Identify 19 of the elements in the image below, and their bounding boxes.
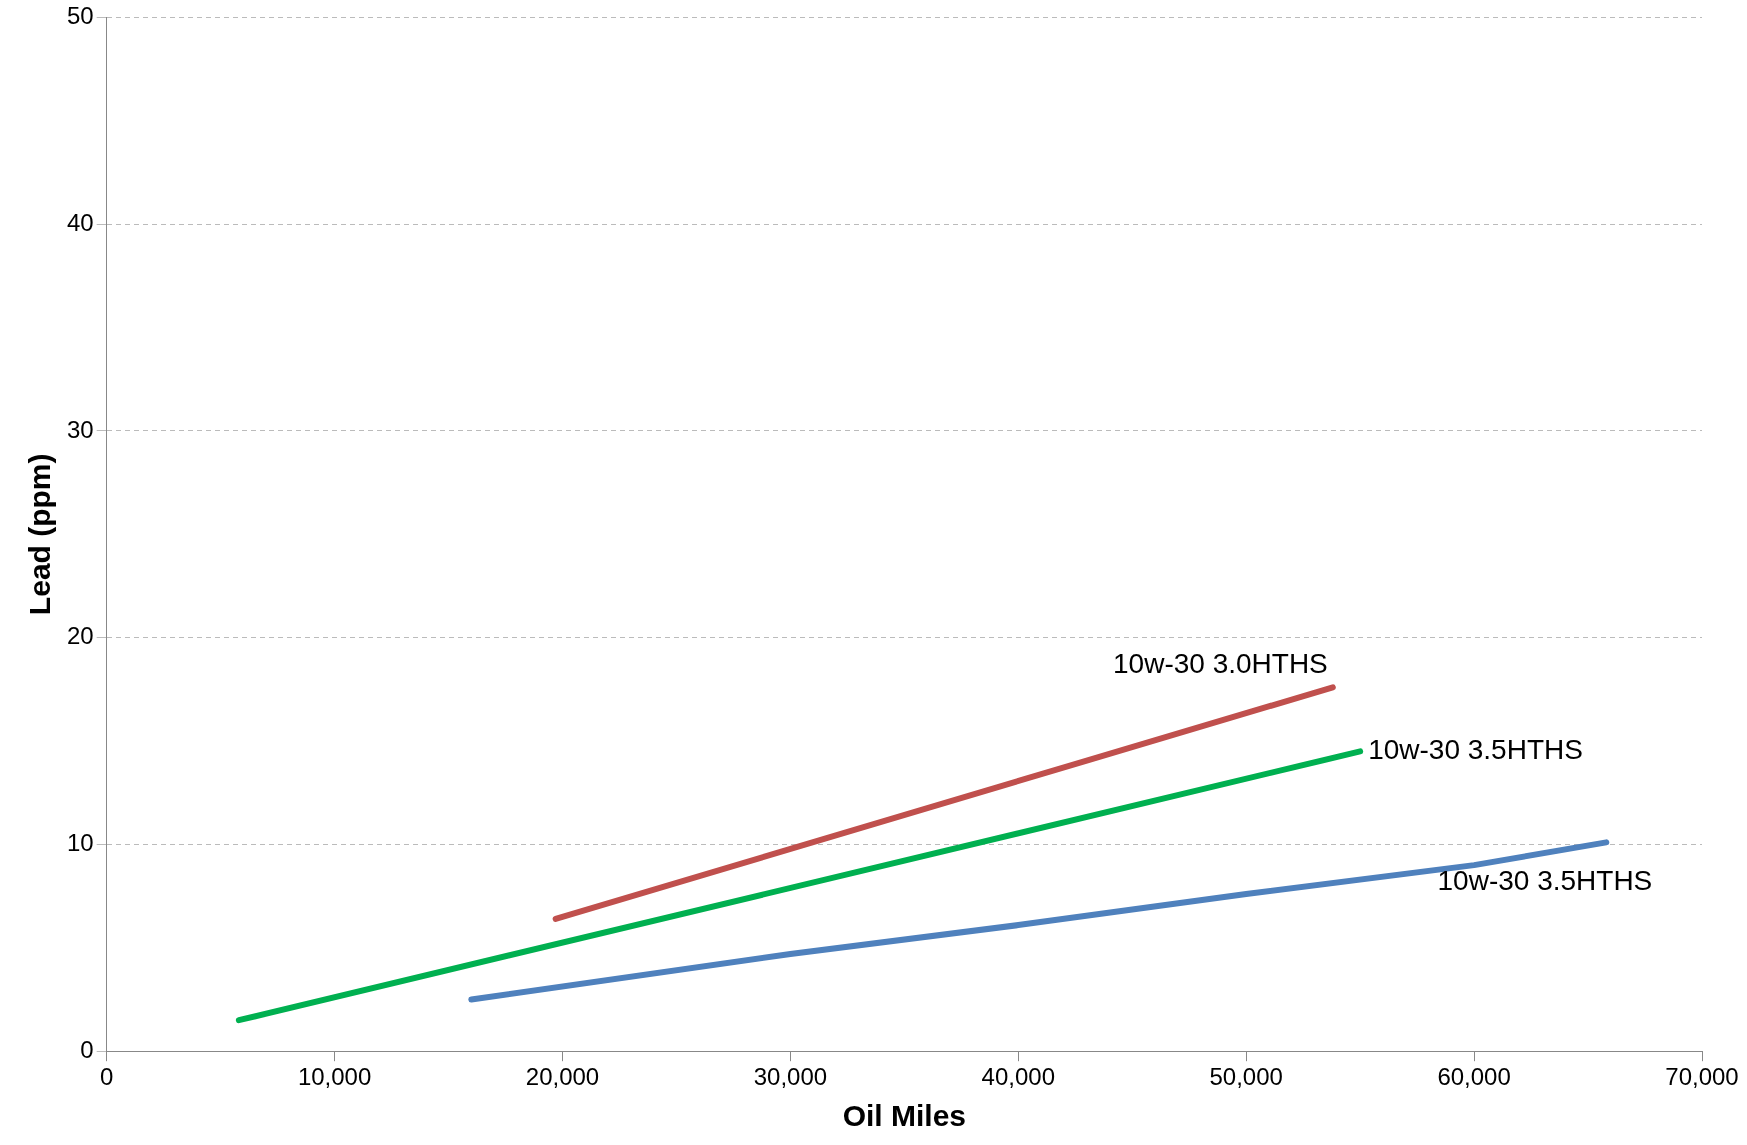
x-tick-label: 40,000 (981, 1063, 1055, 1091)
series-label: 10w-30 3.5HTHS (1437, 865, 1653, 897)
series-label: 10w-30 3.5HTHS (1368, 734, 1583, 766)
x-tick-label: 70,000 (1665, 1063, 1739, 1091)
x-tick-label: 10,000 (297, 1063, 372, 1091)
x-tick-label: 30,000 (753, 1063, 828, 1091)
y-tick-label: 50 (66, 2, 94, 30)
y-tick-label: 0 (80, 1035, 94, 1063)
series-label: 10w-30 3.0HTHS (1113, 648, 1328, 680)
x-tick-label: 0 (100, 1063, 114, 1091)
y-tick-label: 30 (66, 415, 94, 443)
y-tick-label: 40 (66, 208, 94, 236)
y-axis-title: Lead (ppm) (23, 453, 57, 616)
x-tick-label: 60,000 (1437, 1063, 1511, 1091)
x-tick-label: 20,000 (525, 1063, 600, 1091)
x-tick-label: 50,000 (1209, 1063, 1283, 1091)
x-axis-title: Oil Miles (842, 1099, 967, 1133)
y-tick-label: 20 (66, 622, 94, 650)
y-tick-label: 10 (66, 829, 94, 857)
